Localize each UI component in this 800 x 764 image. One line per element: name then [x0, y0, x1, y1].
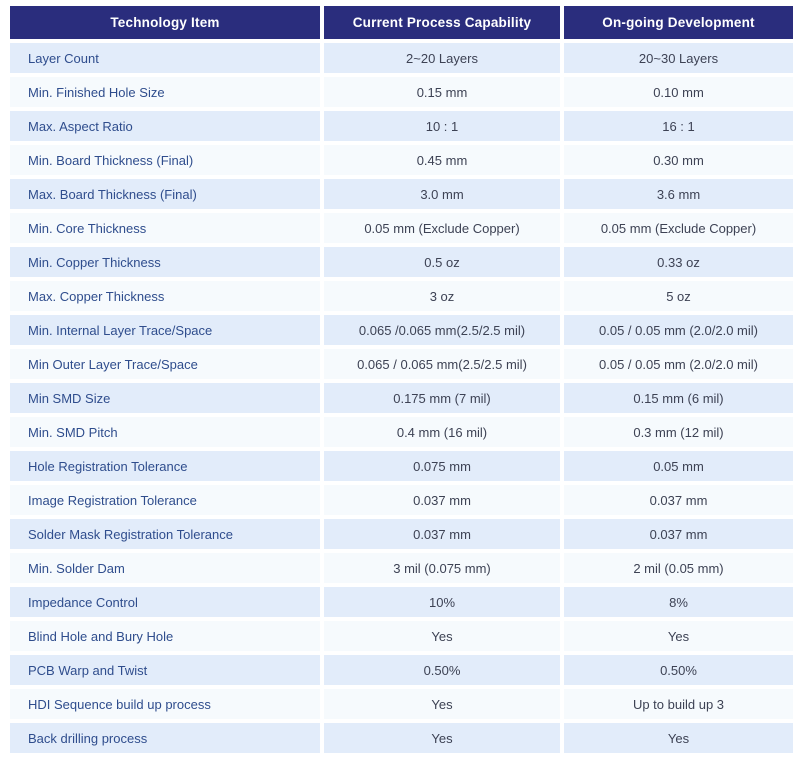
table-cell-current-capability: 0.065 /0.065 mm(2.5/2.5 mil): [324, 315, 560, 345]
column-header-technology-item: Technology Item: [10, 6, 320, 39]
table-cell-current-capability: Yes: [324, 689, 560, 719]
table-cell-current-capability: 0.15 mm: [324, 77, 560, 107]
table-cell-ongoing-development: 0.15 mm (6 mil): [564, 383, 793, 413]
table-cell-ongoing-development: 0.10 mm: [564, 77, 793, 107]
table-cell-item: PCB Warp and Twist: [10, 655, 320, 685]
table-cell-item: Image Registration Tolerance: [10, 485, 320, 515]
table-cell-current-capability: 0.075 mm: [324, 451, 560, 481]
table-cell-current-capability: 3 mil (0.075 mm): [324, 553, 560, 583]
table-cell-ongoing-development: Yes: [564, 621, 793, 651]
table-cell-item: Min. Finished Hole Size: [10, 77, 320, 107]
table-cell-current-capability: 3.0 mm: [324, 179, 560, 209]
table-cell-ongoing-development: 0.05 mm (Exclude Copper): [564, 213, 793, 243]
table-cell-item: HDI Sequence build up process: [10, 689, 320, 719]
table-cell-item: Layer Count: [10, 43, 320, 73]
table-cell-item: Impedance Control: [10, 587, 320, 617]
table-cell-current-capability: 3 oz: [324, 281, 560, 311]
table-cell-ongoing-development: 0.05 mm: [564, 451, 793, 481]
table-cell-ongoing-development: 5 oz: [564, 281, 793, 311]
table-cell-item: Solder Mask Registration Tolerance: [10, 519, 320, 549]
table-cell-item: Min SMD Size: [10, 383, 320, 413]
capability-table: Technology Item Current Process Capabili…: [10, 6, 793, 753]
table-cell-ongoing-development: Up to build up 3: [564, 689, 793, 719]
table-cell-ongoing-development: 8%: [564, 587, 793, 617]
table-cell-item: Min. Core Thickness: [10, 213, 320, 243]
table-cell-ongoing-development: 0.33 oz: [564, 247, 793, 277]
table-cell-current-capability: 0.4 mm (16 mil): [324, 417, 560, 447]
table-cell-item: Min. Internal Layer Trace/Space: [10, 315, 320, 345]
table-cell-ongoing-development: 0.05 / 0.05 mm (2.0/2.0 mil): [564, 315, 793, 345]
table-cell-current-capability: 0.065 / 0.065 mm(2.5/2.5 mil): [324, 349, 560, 379]
table-cell-item: Max. Copper Thickness: [10, 281, 320, 311]
table-cell-current-capability: 0.50%: [324, 655, 560, 685]
table-cell-ongoing-development: 0.30 mm: [564, 145, 793, 175]
table-cell-item: Min. Board Thickness (Final): [10, 145, 320, 175]
table-cell-current-capability: 0.037 mm: [324, 519, 560, 549]
table-cell-item: Min. SMD Pitch: [10, 417, 320, 447]
table-cell-ongoing-development: 16 : 1: [564, 111, 793, 141]
table-cell-current-capability: 2~20 Layers: [324, 43, 560, 73]
table-cell-ongoing-development: 0.037 mm: [564, 485, 793, 515]
table-cell-ongoing-development: 0.50%: [564, 655, 793, 685]
table-cell-current-capability: 10 : 1: [324, 111, 560, 141]
table-cell-current-capability: 0.037 mm: [324, 485, 560, 515]
table-cell-ongoing-development: Yes: [564, 723, 793, 753]
table-cell-item: Back drilling process: [10, 723, 320, 753]
table-cell-current-capability: 0.5 oz: [324, 247, 560, 277]
table-cell-current-capability: 0.45 mm: [324, 145, 560, 175]
column-header-ongoing-development: On-going Development: [564, 6, 793, 39]
table-cell-item: Max. Board Thickness (Final): [10, 179, 320, 209]
table-cell-item: Blind Hole and Bury Hole: [10, 621, 320, 651]
table-cell-item: Max. Aspect Ratio: [10, 111, 320, 141]
table-cell-ongoing-development: 3.6 mm: [564, 179, 793, 209]
table-cell-current-capability: 0.175 mm (7 mil): [324, 383, 560, 413]
table-cell-ongoing-development: 2 mil (0.05 mm): [564, 553, 793, 583]
table-cell-ongoing-development: 0.037 mm: [564, 519, 793, 549]
table-cell-item: Min Outer Layer Trace/Space: [10, 349, 320, 379]
table-cell-ongoing-development: 0.3 mm (12 mil): [564, 417, 793, 447]
table-cell-current-capability: Yes: [324, 723, 560, 753]
table-cell-item: Hole Registration Tolerance: [10, 451, 320, 481]
table-cell-ongoing-development: 0.05 / 0.05 mm (2.0/2.0 mil): [564, 349, 793, 379]
table-cell-current-capability: Yes: [324, 621, 560, 651]
table-cell-ongoing-development: 20~30 Layers: [564, 43, 793, 73]
table-cell-current-capability: 0.05 mm (Exclude Copper): [324, 213, 560, 243]
table-cell-item: Min. Solder Dam: [10, 553, 320, 583]
table-cell-current-capability: 10%: [324, 587, 560, 617]
column-header-current-process-capability: Current Process Capability: [324, 6, 560, 39]
table-cell-item: Min. Copper Thickness: [10, 247, 320, 277]
